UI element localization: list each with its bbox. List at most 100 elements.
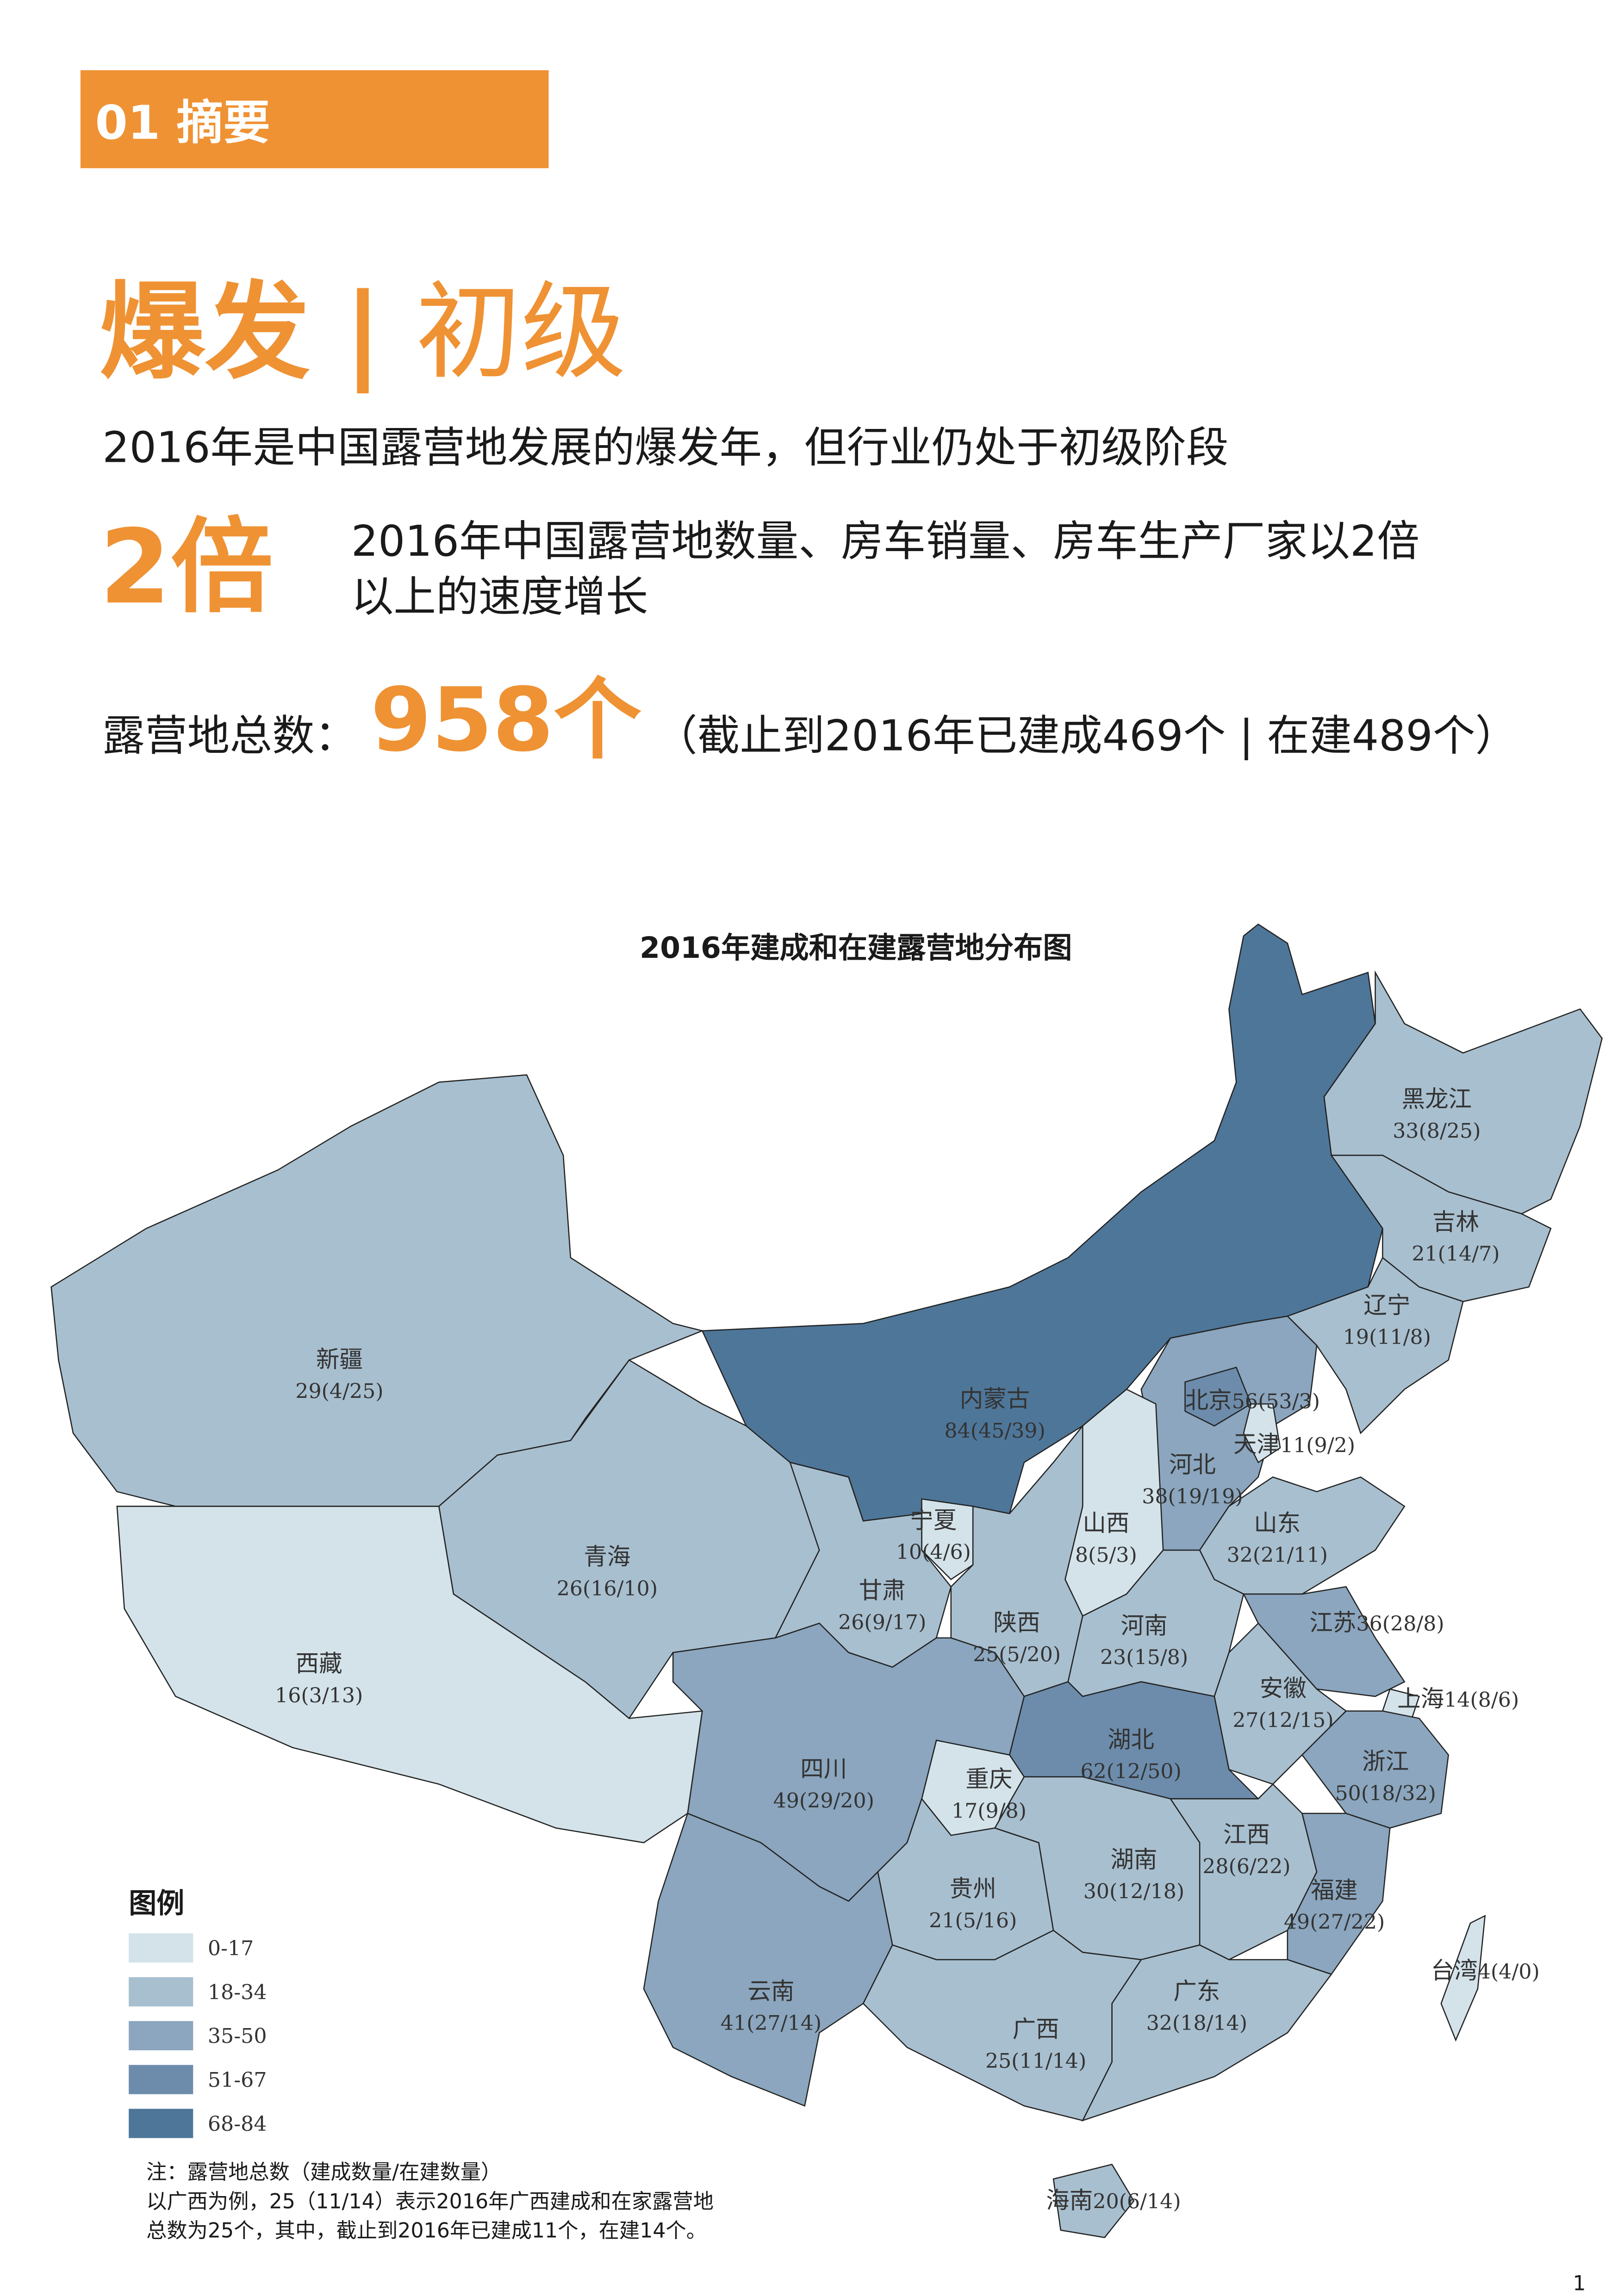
legend-swatch bbox=[129, 2021, 193, 2051]
province-name: 台湾 bbox=[1431, 1957, 1478, 1984]
province-value: 25(5/20) bbox=[973, 1643, 1061, 1666]
province-name: 黑龙江 bbox=[1402, 1086, 1472, 1113]
province-value: 27(12/15) bbox=[1232, 1709, 1333, 1732]
province-label: 天津11(9/2) bbox=[1233, 1430, 1355, 1458]
province-value: 49(29/20) bbox=[773, 1789, 874, 1812]
province-name: 辽宁 bbox=[1363, 1291, 1410, 1319]
province bbox=[862, 1930, 1142, 2122]
total-detail: （截止到2016年已建成469个 | 在建489个） bbox=[655, 711, 1518, 760]
province bbox=[1184, 1366, 1252, 1427]
province-name: 天津 bbox=[1233, 1430, 1280, 1458]
legend-label: 68-84 bbox=[208, 2112, 267, 2136]
province bbox=[50, 1074, 704, 1507]
province-label: 海南20(6/14) bbox=[1046, 2186, 1181, 2214]
province-value: 26(16/10) bbox=[557, 1577, 658, 1601]
note: 注：露营地总数（建成数量/在建数量） bbox=[146, 2160, 501, 2184]
province-name: 西藏 bbox=[296, 1650, 342, 1677]
province-value: 16(3/13) bbox=[275, 1684, 363, 1707]
province-name: 广东 bbox=[1173, 1977, 1220, 2004]
province-name: 吉林 bbox=[1432, 1208, 1479, 1235]
map-title: 2016年建成和在建露营地分布图 bbox=[640, 931, 1072, 965]
total-line: 露营地总数： 958个 （截止到2016年已建成469个 | 在建489个） bbox=[102, 669, 1518, 771]
province-value: 33(8/25) bbox=[1393, 1119, 1481, 1143]
province-name: 江西 bbox=[1223, 1821, 1270, 1848]
province-name: 宁夏 bbox=[910, 1507, 957, 1534]
province-value: 49(27/22) bbox=[1284, 1911, 1385, 1934]
province-name: 贵州 bbox=[950, 1875, 996, 1902]
map bbox=[50, 923, 1603, 2238]
province bbox=[1440, 1915, 1486, 2042]
province-value: 32(18/14) bbox=[1146, 2011, 1247, 2035]
province bbox=[1286, 1257, 1464, 1434]
province-name: 山东 bbox=[1254, 1509, 1300, 1537]
total-label: 露营地总数： bbox=[102, 711, 357, 760]
headline-emphasis: 爆发 bbox=[100, 271, 310, 393]
province-name: 重庆 bbox=[965, 1765, 1012, 1793]
province bbox=[1330, 1154, 1552, 1303]
province-value: 36(28/8) bbox=[1356, 1612, 1444, 1636]
province bbox=[1243, 1403, 1281, 1464]
province-value: 10(4/6) bbox=[896, 1540, 971, 1564]
growth-figure: 2倍 bbox=[100, 508, 273, 627]
province-value: 19(11/8) bbox=[1343, 1326, 1431, 1349]
province-name: 广西 bbox=[1013, 2016, 1059, 2043]
province-name: 云南 bbox=[747, 1977, 794, 2004]
note: 总数为25个，其中，截止到2016年已建成11个，在建14个。 bbox=[146, 2219, 707, 2243]
province-value: 38(19/19) bbox=[1142, 1485, 1243, 1508]
legend-title: 图例 bbox=[129, 1887, 184, 1920]
province-name: 湖北 bbox=[1108, 1726, 1154, 1753]
province-name: 湖南 bbox=[1110, 1846, 1157, 1873]
province bbox=[1323, 970, 1603, 1215]
province-value: 28(6/22) bbox=[1202, 1855, 1290, 1879]
province-value: 62(12/50) bbox=[1080, 1760, 1181, 1783]
province-name: 江苏 bbox=[1309, 1609, 1356, 1636]
header-tag: 01 摘要 bbox=[95, 95, 270, 150]
province-name: 新疆 bbox=[316, 1346, 363, 1373]
province-value: 4(4/0) bbox=[1478, 1960, 1540, 1984]
summary: 2016年是中国露营地发展的爆发年，但行业仍处于初级阶段 bbox=[102, 423, 1228, 472]
legend: 0-17 18-34 35-50 51-67 68-84 bbox=[129, 1933, 267, 2138]
province-value: 21(5/16) bbox=[929, 1909, 1017, 1933]
province-value: 84(45/39) bbox=[944, 1419, 1045, 1443]
header-bar bbox=[80, 70, 549, 168]
province-name: 浙江 bbox=[1362, 1748, 1409, 1775]
province-label: 台湾4(4/0) bbox=[1431, 1957, 1540, 1984]
province-label: 北京56(53/3) bbox=[1185, 1387, 1320, 1414]
province-value: 25(11/14) bbox=[985, 2049, 1086, 2073]
legend-label: 18-34 bbox=[208, 1980, 267, 2004]
legend-label: 35-50 bbox=[208, 2024, 267, 2048]
province-name: 山西 bbox=[1083, 1509, 1129, 1537]
province-value: 23(15/8) bbox=[1100, 1646, 1188, 1669]
legend-label: 0-17 bbox=[208, 1937, 254, 1961]
province-value: 50(18/32) bbox=[1335, 1782, 1436, 1806]
legend-swatch bbox=[129, 2065, 193, 2094]
province-value: 56(53/3) bbox=[1232, 1390, 1320, 1414]
province-label: 上海14(8/6) bbox=[1397, 1685, 1519, 1712]
province-value: 20(6/14) bbox=[1093, 2190, 1181, 2213]
province-value: 11(9/2) bbox=[1280, 1433, 1355, 1457]
province bbox=[643, 1812, 893, 2107]
province-name: 陕西 bbox=[994, 1609, 1040, 1636]
province-value: 41(27/14) bbox=[721, 2011, 821, 2035]
legend-label: 51-67 bbox=[208, 2068, 267, 2092]
legend-swatch bbox=[129, 1933, 193, 1963]
province-value: 21(14/7) bbox=[1412, 1242, 1500, 1266]
note: 以广西为例，25（11/14）表示2016年广西建成和在家露营地 bbox=[146, 2190, 714, 2213]
legend-swatch bbox=[129, 1977, 193, 2007]
province-value: 8(5/3) bbox=[1075, 1543, 1137, 1567]
growth-text: 以上的速度增长 bbox=[351, 572, 648, 621]
headline: 爆发 | 初级 bbox=[100, 271, 626, 393]
province-name: 河南 bbox=[1121, 1612, 1168, 1639]
total-figure: 958个 bbox=[370, 669, 641, 771]
province-value: 14(8/6) bbox=[1444, 1688, 1519, 1712]
province-name: 内蒙古 bbox=[960, 1385, 1030, 1412]
headline-separator: | bbox=[344, 271, 382, 393]
province-label: 江苏36(28/8) bbox=[1309, 1609, 1444, 1636]
province-name: 海南 bbox=[1046, 2186, 1093, 2214]
province bbox=[1052, 2164, 1135, 2238]
province-value: 30(12/18) bbox=[1083, 1880, 1184, 1903]
province bbox=[1301, 1710, 1449, 1829]
headline-stage: 初级 bbox=[416, 271, 626, 393]
province-name: 甘肃 bbox=[859, 1576, 906, 1604]
